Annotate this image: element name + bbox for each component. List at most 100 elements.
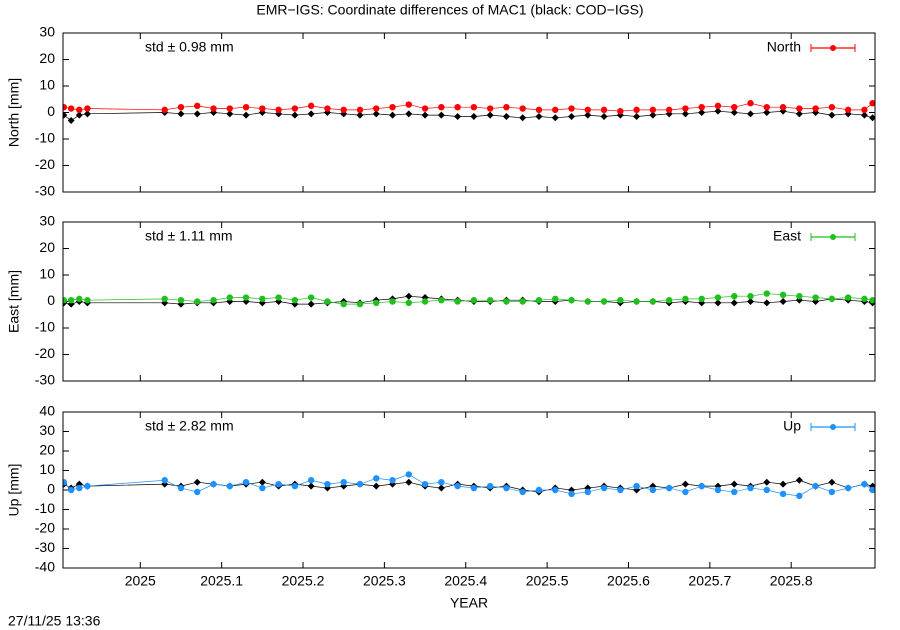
data-point: [747, 298, 755, 305]
data-point: [568, 105, 575, 112]
data-point: [812, 105, 819, 112]
data-point: [84, 482, 91, 490]
std-annotation: std ± 2.82 mm: [145, 418, 234, 434]
plot-frame: [62, 411, 876, 569]
y-tick-label: -10: [35, 500, 55, 516]
data-point: [307, 477, 315, 484]
y-tick-label: -30: [35, 183, 55, 199]
y-tick-label: -10: [35, 130, 55, 146]
data-point: [258, 478, 266, 486]
y-tick-label: -30: [35, 539, 55, 555]
data-point: [519, 298, 526, 305]
data-point: [502, 112, 510, 120]
y-tick-label: 0: [47, 292, 55, 308]
data-point: [438, 104, 445, 111]
data-point: [226, 105, 233, 112]
data-point: [649, 486, 657, 494]
data-point: [454, 104, 461, 111]
data-point: [552, 106, 559, 114]
data-point: [470, 104, 478, 111]
data-point: [389, 111, 397, 119]
data-point: [421, 480, 429, 488]
data-point: [76, 484, 83, 492]
data-point: [568, 112, 576, 120]
data-point: [682, 488, 689, 496]
data-point: [470, 112, 478, 120]
data-point: [730, 299, 738, 307]
data-point: [226, 294, 233, 301]
y-tick-label: -20: [35, 156, 55, 172]
data-point: [275, 106, 282, 114]
data-point: [600, 106, 608, 114]
y-axis-label: North [mm]: [6, 78, 22, 147]
data-point: [861, 106, 868, 114]
data-point: [665, 484, 673, 492]
data-point: [698, 295, 705, 303]
plot-frame: [62, 221, 876, 382]
data-point: [714, 294, 722, 301]
data-point: [389, 477, 396, 484]
data-point: [259, 484, 266, 492]
data-point: [437, 111, 445, 119]
x-tick-label: 2025.2: [282, 573, 325, 589]
y-axis-label: East [mm]: [6, 270, 22, 333]
data-point: [828, 104, 836, 111]
data-point: [731, 293, 738, 300]
data-point: [503, 298, 510, 305]
data-point: [210, 296, 217, 304]
legend-marker: [830, 424, 836, 430]
data-point: [649, 298, 657, 305]
data-point: [470, 484, 478, 492]
data-point: [405, 292, 413, 300]
data-point: [731, 104, 738, 111]
data-point: [763, 486, 770, 494]
x-tick-label: 2025.8: [770, 573, 813, 589]
data-point: [373, 475, 380, 482]
data-point: [828, 488, 836, 496]
data-point: [633, 112, 641, 120]
data-point: [356, 106, 364, 114]
y-tick-label: 30: [39, 422, 55, 438]
x-axis-label: YEAR: [450, 595, 488, 611]
data-point: [372, 482, 380, 490]
timestamp: 27/11/25 13:36: [8, 613, 101, 629]
y-tick-label: -20: [35, 520, 55, 536]
y-tick-label: -40: [35, 559, 55, 575]
data-point: [177, 104, 185, 111]
data-point: [259, 295, 266, 303]
data-point: [535, 106, 543, 114]
std-annotation: std ± 1.11 mm: [145, 228, 233, 244]
data-point: [860, 111, 868, 119]
data-point: [83, 110, 91, 118]
data-point: [259, 105, 266, 112]
data-point: [161, 295, 168, 303]
data-point: [584, 111, 592, 119]
data-point: [869, 100, 875, 107]
data-point: [405, 299, 412, 307]
data-point: [796, 293, 803, 300]
data-point: [454, 482, 461, 490]
legend-marker: [830, 234, 836, 240]
data-point: [177, 296, 185, 304]
data-point: [617, 107, 624, 115]
data-point: [275, 480, 282, 488]
data-point: [747, 110, 755, 118]
data-point: [584, 298, 591, 305]
data-point: [161, 477, 168, 484]
data-point: [519, 114, 527, 122]
data-point: [665, 296, 673, 304]
data-point: [747, 484, 754, 492]
data-point: [682, 295, 689, 303]
y-tick-label: 10: [39, 266, 55, 282]
y-tick-label: 10: [39, 77, 55, 93]
legend-label: North: [767, 39, 801, 55]
data-point: [535, 112, 543, 120]
data-point: [67, 116, 75, 124]
data-point: [63, 296, 68, 304]
data-point: [535, 486, 543, 494]
data-point: [795, 110, 803, 118]
data-point: [67, 296, 75, 304]
data-point: [844, 294, 852, 301]
data-point: [67, 105, 75, 112]
